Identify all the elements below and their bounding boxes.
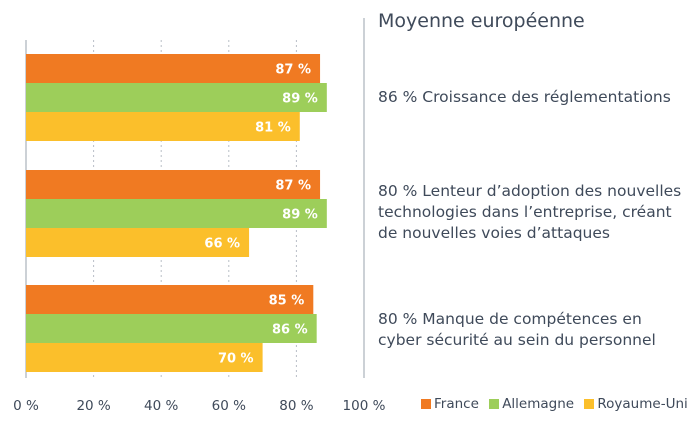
bar-value-label: 87 % [275,63,311,78]
x-tick-label: 40 % [144,398,178,414]
x-axis: 0 % 20 % 40 % 60 % 80 % 100 % [13,398,385,414]
legend-swatch-royaume-uni [584,399,595,409]
bar-france-3 [26,285,314,314]
legend-item-allemagne: Allemagne [489,396,574,412]
legend-label-france: France [434,396,479,412]
bar-france-2 [26,170,321,199]
category-label-line: technologies dans l’entreprise, créant [378,203,672,221]
x-tick-label: 60 % [212,398,246,414]
category-label-line: cyber sécurité au sein du personnel [378,331,656,349]
category-label-1: 86 % Croissance des réglementations [378,87,671,108]
category-label-line: 80 % Lenteur d’adoption des nouvelles [378,182,682,200]
category-label-line: de nouvelles voies d’attaques [378,224,610,242]
bar-value-label: 89 % [282,92,318,107]
legend-swatch-allemagne [489,399,500,409]
x-tick-label: 20 % [76,398,110,414]
bar-value-label: 86 % [272,323,308,338]
bar-value-label: 85 % [269,294,305,309]
category-label-3: 80 % Manque de compétences en cyber sécur… [378,309,656,351]
bar-france-1 [26,54,321,83]
legend-label-allemagne: Allemagne [502,396,575,412]
bar-value-label: 66 % [204,237,240,252]
x-tick-label: 80 % [279,398,313,414]
bars [26,54,327,372]
bar-royaume-uni-2 [26,228,250,257]
bar-allemagne-3 [26,314,317,343]
bar-value-label: 89 % [282,208,318,223]
bar-value-label: 81 % [255,121,291,136]
bar-royaume-uni-1 [26,112,300,141]
category-label-line: 80 % Manque de compétences en [378,310,642,328]
legend-item-france: France [421,396,479,412]
bar-value-label: 70 % [218,352,254,367]
bar-labels: 87 % 89 % 81 % 87 % 89 % 66 % 85 % 86 % 70 % [204,63,317,367]
legend-swatch-france [421,399,431,409]
bar-value-label: 87 % [275,179,311,194]
panel-title: Moyenne européenne [378,10,585,32]
legend-label-royaume-uni: Royaume-Uni [597,396,687,412]
x-tick-label: 0 % [13,398,39,414]
legend-item-royaume-uni: Royaume-Uni [584,396,687,412]
legend: France Allemagne Royaume-Uni [421,396,687,412]
x-tick-label: 100 % [343,398,386,414]
category-label-2: 80 % Lenteur d’adoption des nouvelles tec… [378,181,681,244]
bar-allemagne-1 [26,83,327,112]
category-label-line: 86 % Croissance des réglementations [378,88,671,106]
bar-allemagne-2 [26,199,327,228]
bar-royaume-uni-3 [26,343,263,372]
